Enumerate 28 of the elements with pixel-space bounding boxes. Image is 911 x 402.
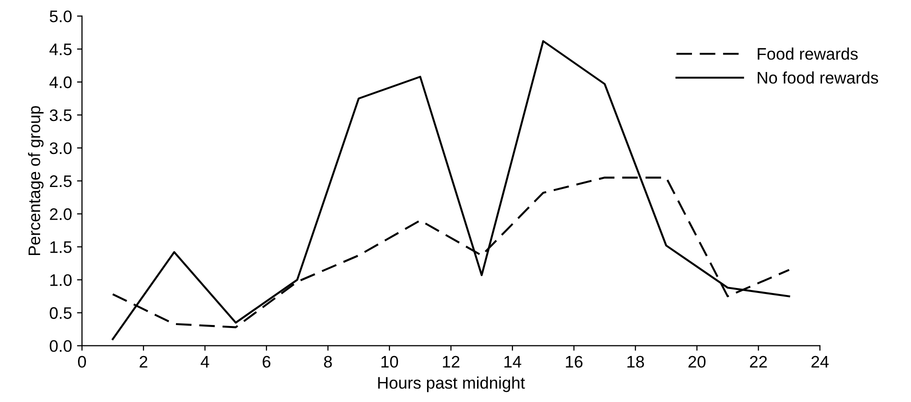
y-tick-label: 3.5 (50, 109, 72, 122)
y-tick-label: 1.0 (50, 274, 72, 286)
y-tick-label: 0.5 (50, 307, 72, 319)
x-tick-label: 14 (504, 356, 522, 368)
y-tick-label: 5.0 (50, 10, 72, 22)
y-tick-label: 1.5 (50, 241, 72, 254)
y-tick-label: 4.0 (49, 76, 72, 88)
legend-label: No food rewards (758, 71, 878, 84)
x-axis-title: Hours past midnight (378, 376, 525, 392)
x-tick-label: 12 (442, 356, 460, 368)
x-tick-label: 18 (627, 356, 644, 368)
y-tick-label: 2.0 (50, 208, 72, 220)
x-tick-label: 2 (140, 356, 148, 368)
x-tick-label: 22 (750, 356, 767, 368)
y-axis-title: Percentage of group (28, 106, 44, 256)
x-tick-label: 10 (381, 356, 398, 368)
y-tick-label: 4.5 (49, 44, 72, 56)
x-tick-label: 0 (78, 356, 86, 368)
x-tick-label: 24 (811, 356, 829, 368)
x-tick-label: 8 (324, 356, 332, 368)
x-tick-label: 4 (200, 356, 210, 368)
legend-label: Food rewards (758, 48, 858, 60)
x-tick-label: 20 (688, 356, 706, 368)
y-tick-label: 2.5 (50, 175, 72, 188)
x-tick-label: 6 (262, 356, 270, 368)
x-tick-label: 16 (566, 356, 582, 368)
y-tick-label: 0.0 (50, 340, 72, 352)
y-tick-label: 3.0 (50, 142, 72, 154)
